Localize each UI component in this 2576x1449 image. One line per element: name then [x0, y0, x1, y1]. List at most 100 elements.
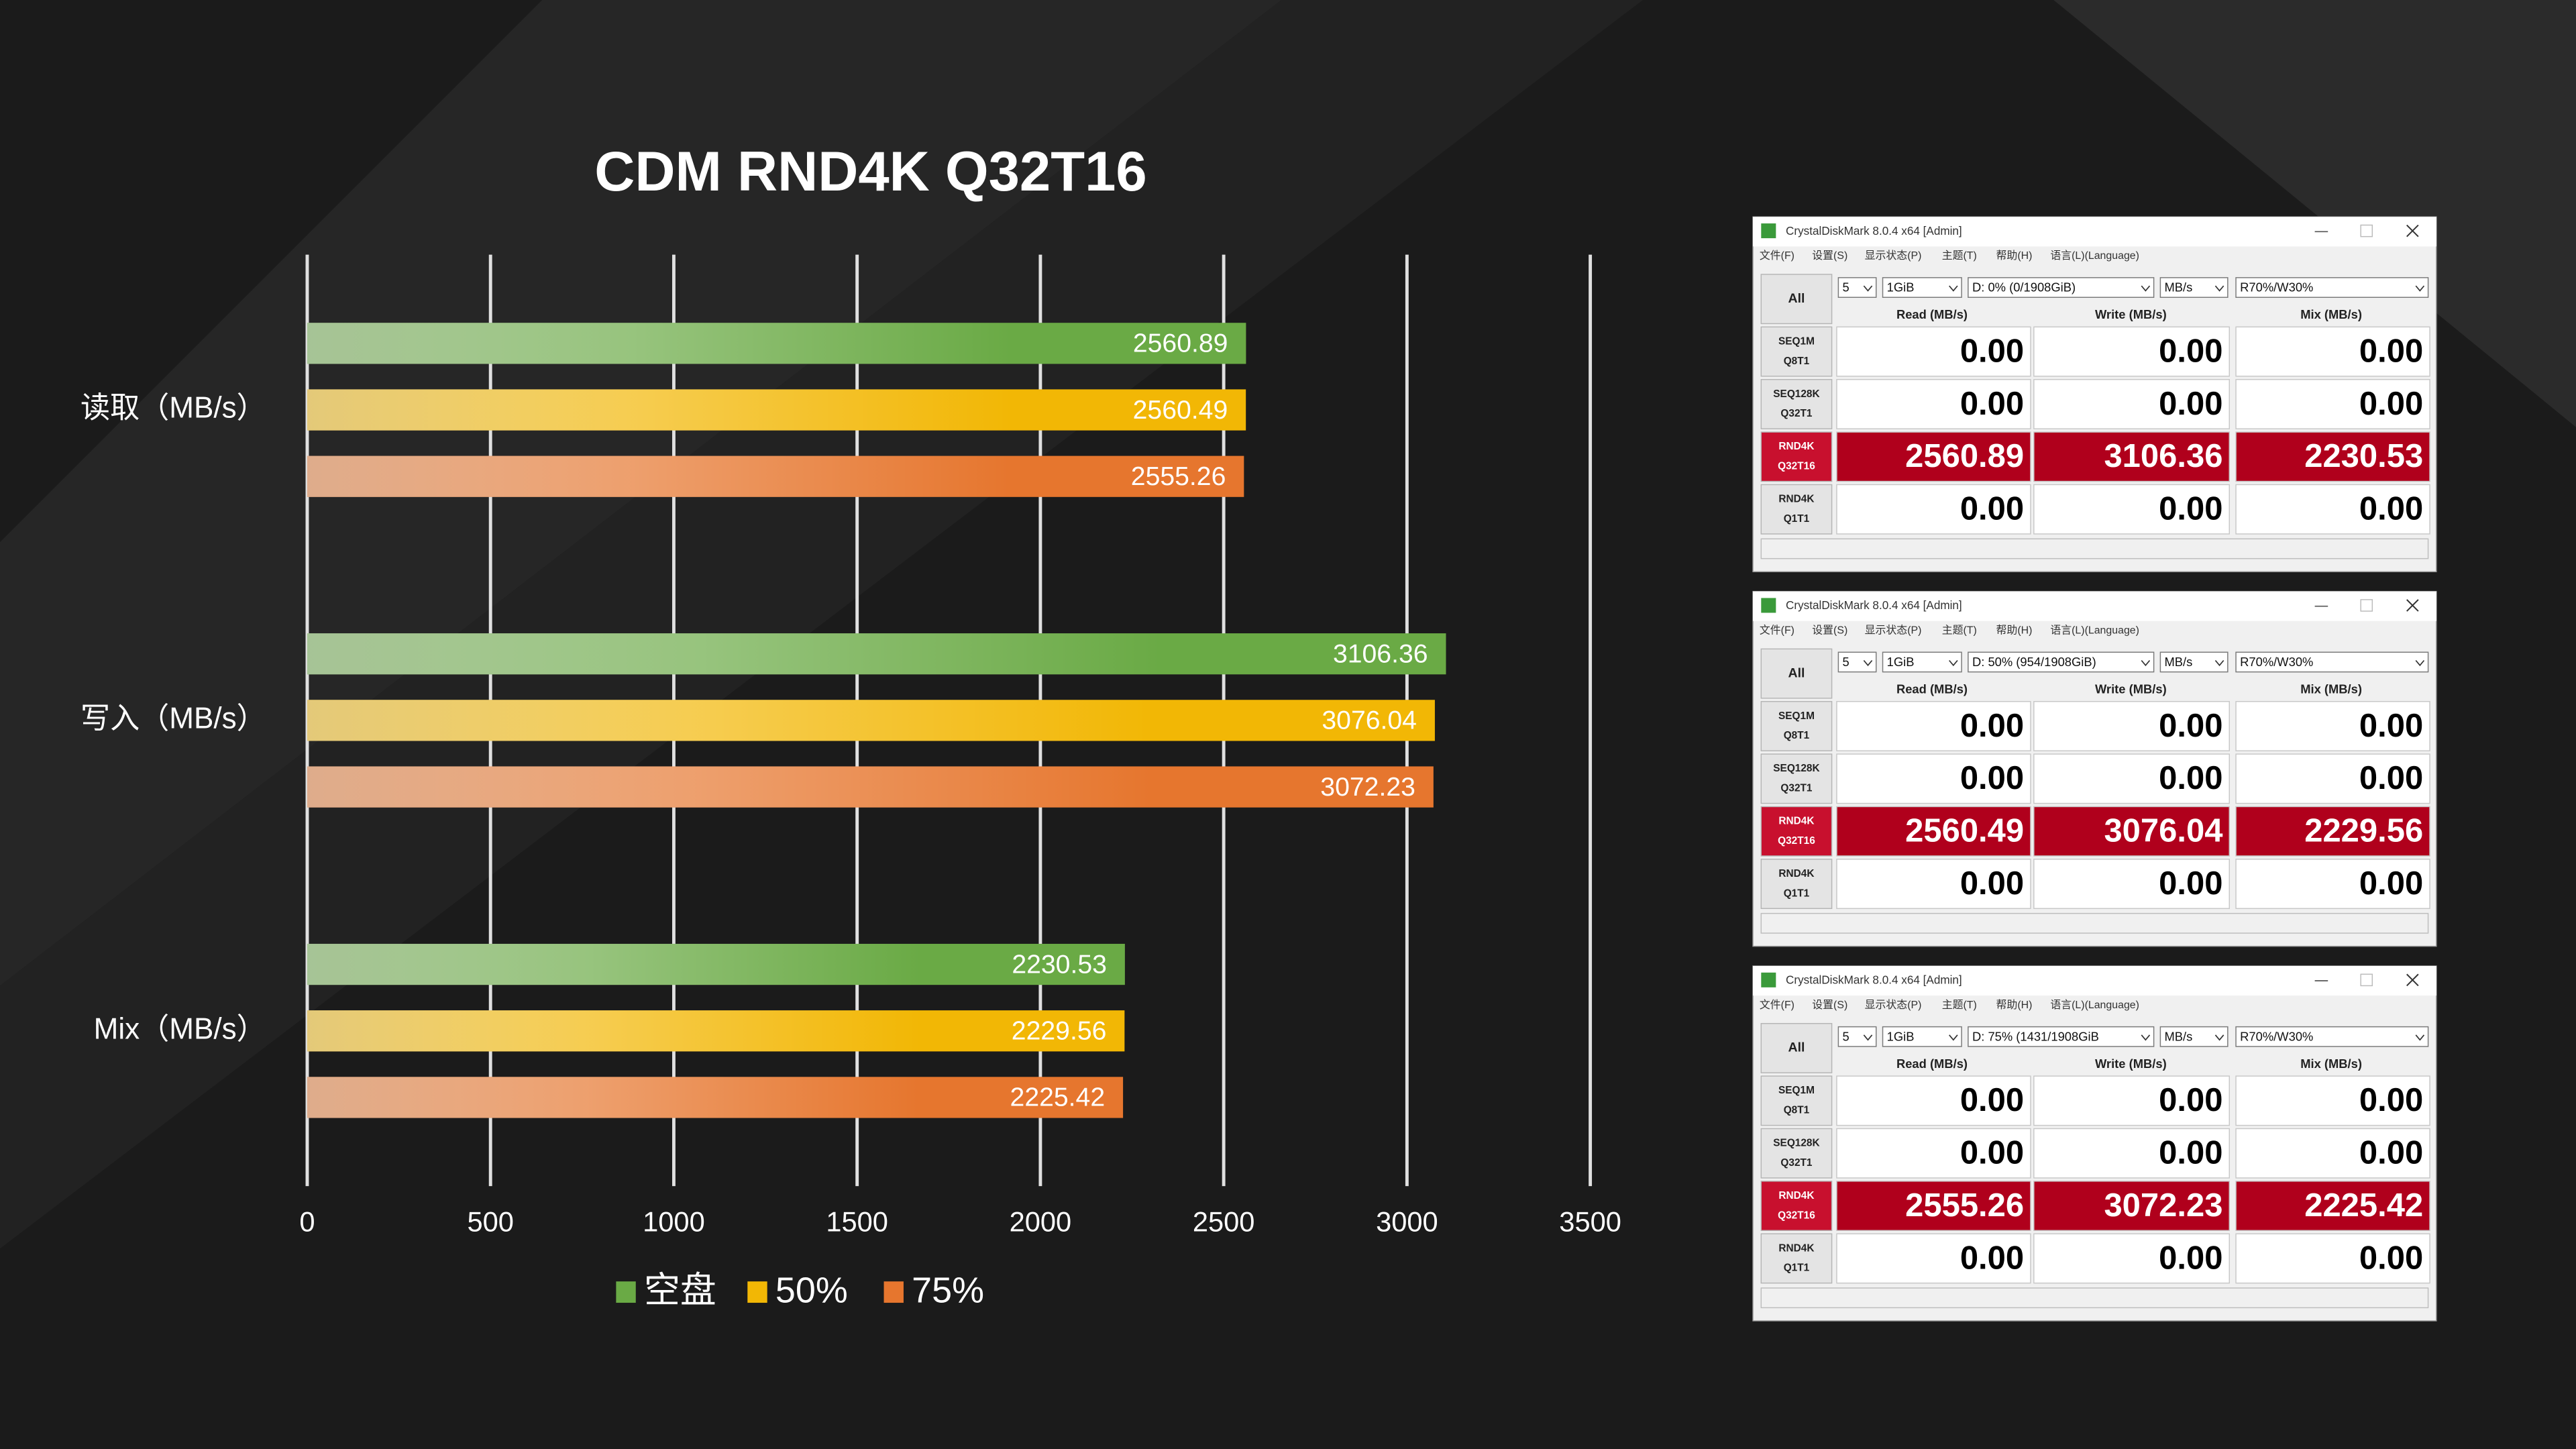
cdm-window: CrystalDiskMark 8.0.4 x64 [Admin] 文件(F) 设置…: [1752, 216, 2437, 572]
dropdown-value: R70%/W30%: [2240, 280, 2313, 294]
test-label: RND4K: [1778, 816, 1814, 827]
result-value: 0.00: [1960, 865, 2024, 902]
test-label: SEQ128K: [1773, 1138, 1819, 1149]
value-label: 2560.49: [1133, 396, 1228, 425]
x-tick-label: 2500: [1193, 1205, 1255, 1237]
dropdown[interactable]: [1968, 651, 2155, 673]
test-button[interactable]: [1760, 326, 1833, 377]
result-cell: [2235, 1075, 2430, 1126]
close-button[interactable]: [2406, 973, 2419, 987]
close-button[interactable]: [2406, 224, 2419, 237]
dropdown[interactable]: [1968, 1026, 2155, 1047]
dropdown-arrow-bg: [2212, 278, 2227, 297]
result-value: 0.00: [2159, 1082, 2222, 1118]
menu-item[interactable]: 帮助(H): [1996, 625, 2033, 637]
result-value: 0.00: [2159, 491, 2222, 527]
menu-item[interactable]: 帮助(H): [1996, 250, 2033, 262]
test-button[interactable]: [1760, 1233, 1833, 1284]
test-label: Q8T1: [1784, 356, 1810, 367]
test-label: Q1T1: [1784, 1263, 1810, 1274]
menu-item[interactable]: 设置(S): [1812, 250, 1847, 262]
menu-item[interactable]: 文件(F): [1760, 625, 1794, 637]
menu-item[interactable]: 文件(F): [1760, 250, 1794, 262]
all-button[interactable]: [1760, 274, 1833, 325]
menu-item[interactable]: 语言(L)(Language): [2050, 250, 2139, 262]
test-button[interactable]: [1760, 431, 1833, 482]
dropdown[interactable]: [1968, 277, 2155, 298]
test-button[interactable]: [1760, 1128, 1833, 1179]
x-tick-label: 0: [299, 1205, 315, 1237]
dropdown-arrow: [2214, 285, 2224, 292]
menu-item[interactable]: 显示状态(P): [1865, 625, 1922, 637]
menu-item[interactable]: 显示状态(P): [1865, 250, 1922, 262]
test-label: SEQ128K: [1773, 388, 1819, 400]
all-button[interactable]: [1760, 1022, 1833, 1073]
menu-item[interactable]: 帮助(H): [1996, 999, 2033, 1011]
menu-item[interactable]: 语言(L)(Language): [2050, 999, 2139, 1011]
dropdown-value: D: 75% (1431/1908GiB: [1972, 1029, 2099, 1043]
menu-item[interactable]: 主题(T): [1942, 250, 1977, 262]
test-label: Q8T1: [1784, 730, 1810, 741]
all-button-label: All: [1788, 665, 1805, 680]
test-label: Q1T1: [1784, 888, 1810, 899]
test-button[interactable]: [1760, 378, 1833, 429]
dropdown-value: MB/s: [2165, 280, 2193, 294]
dropdown[interactable]: [2235, 277, 2429, 298]
legend-swatch: [616, 1281, 636, 1303]
bar: [307, 633, 1446, 675]
menu-item[interactable]: 语言(L)(Language): [2050, 625, 2139, 637]
dropdown-arrow-bg: [2413, 278, 2428, 297]
window-title: CrystalDiskMark 8.0.4 x64 [Admin]: [1786, 224, 1962, 237]
dropdown-arrow-bg: [1947, 653, 1961, 672]
close-button[interactable]: [2406, 599, 2419, 612]
test-label: RND4K: [1778, 1190, 1814, 1201]
test-button[interactable]: [1760, 484, 1833, 535]
result-cell: [2033, 484, 2230, 535]
result-value: 0.00: [1960, 1082, 2024, 1118]
result-cell: [2033, 806, 2230, 857]
menu-item[interactable]: 主题(T): [1942, 999, 1977, 1011]
x-tick-label: 2000: [1010, 1205, 1072, 1237]
test-label: Q8T1: [1784, 1105, 1810, 1116]
menu-item[interactable]: 设置(S): [1812, 625, 1847, 637]
column-header: Mix (MB/s): [2300, 682, 2362, 696]
test-button[interactable]: [1760, 1075, 1833, 1126]
dropdown-arrow: [1863, 1034, 1873, 1041]
maximize-button[interactable]: [2360, 224, 2373, 237]
menu-item[interactable]: 主题(T): [1942, 625, 1977, 637]
all-button[interactable]: [1760, 648, 1833, 699]
dropdown-value: R70%/W30%: [2240, 1029, 2313, 1043]
dropdown-arrow-bg: [1947, 1027, 1961, 1046]
menu-item[interactable]: 文件(F): [1760, 999, 1794, 1011]
value-label: 2560.89: [1133, 329, 1228, 358]
menu-item[interactable]: 显示状态(P): [1865, 999, 1922, 1011]
result-cell: [1836, 806, 2031, 857]
column-header: Read (MB/s): [1896, 682, 1968, 696]
test-label: SEQ128K: [1773, 763, 1819, 774]
test-button[interactable]: [1760, 859, 1833, 910]
background-band: [0, 0, 1643, 1248]
x-tick-label: 1500: [826, 1205, 888, 1237]
dropdown-value: R70%/W30%: [2240, 655, 2313, 669]
dropdown-value: D: 50% (954/1908GiB): [1972, 655, 2096, 669]
maximize-button[interactable]: [2360, 973, 2373, 987]
menu-item[interactable]: 设置(S): [1812, 999, 1847, 1011]
maximize-button[interactable]: [2360, 599, 2373, 612]
result-cell: [1836, 1128, 2031, 1179]
dropdown[interactable]: [2235, 651, 2429, 673]
dropdown-arrow: [1949, 285, 1958, 292]
app-icon: [1761, 598, 1776, 613]
test-button[interactable]: [1760, 806, 1833, 857]
result-cell: [1836, 1181, 2031, 1232]
test-button[interactable]: [1760, 1181, 1833, 1232]
result-cell: [2235, 806, 2430, 857]
dropdown[interactable]: [2235, 1026, 2429, 1047]
test-button[interactable]: [1760, 700, 1833, 751]
value-label: 3106.36: [1333, 639, 1428, 668]
test-button[interactable]: [1760, 753, 1833, 804]
app-icon: [1761, 972, 1776, 987]
result-value: 0.00: [2159, 760, 2222, 796]
column-header: Write (MB/s): [2095, 1057, 2167, 1071]
result-value: 0.00: [2359, 1135, 2423, 1171]
